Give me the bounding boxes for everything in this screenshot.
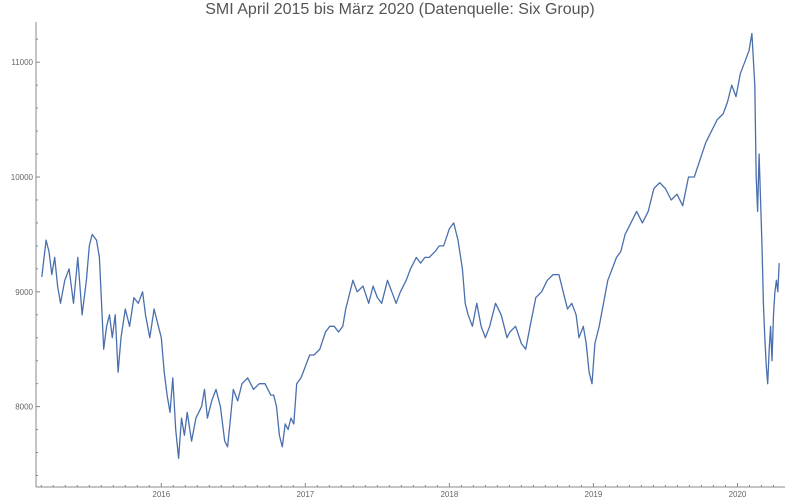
x-tick-label: 2019 [585, 490, 603, 499]
x-tick-label: 2018 [440, 490, 458, 499]
x-tick-label: 2016 [152, 490, 170, 499]
y-tick-label: 8000 [15, 403, 33, 412]
axes: 8000 9000 10000 11000 2016 2017 2018 2019 2020 [11, 22, 785, 499]
series-line [41, 32, 780, 459]
x-tick-label: 2020 [729, 490, 747, 499]
y-tick-label: 9000 [15, 288, 33, 297]
series-group [41, 32, 780, 459]
y-tick-label: 11000 [11, 58, 33, 67]
chart-title: SMI April 2015 bis März 2020 (Datenquell… [205, 1, 595, 18]
y-tick-label: 10000 [11, 173, 34, 182]
x-tick-label: 2017 [296, 490, 314, 499]
